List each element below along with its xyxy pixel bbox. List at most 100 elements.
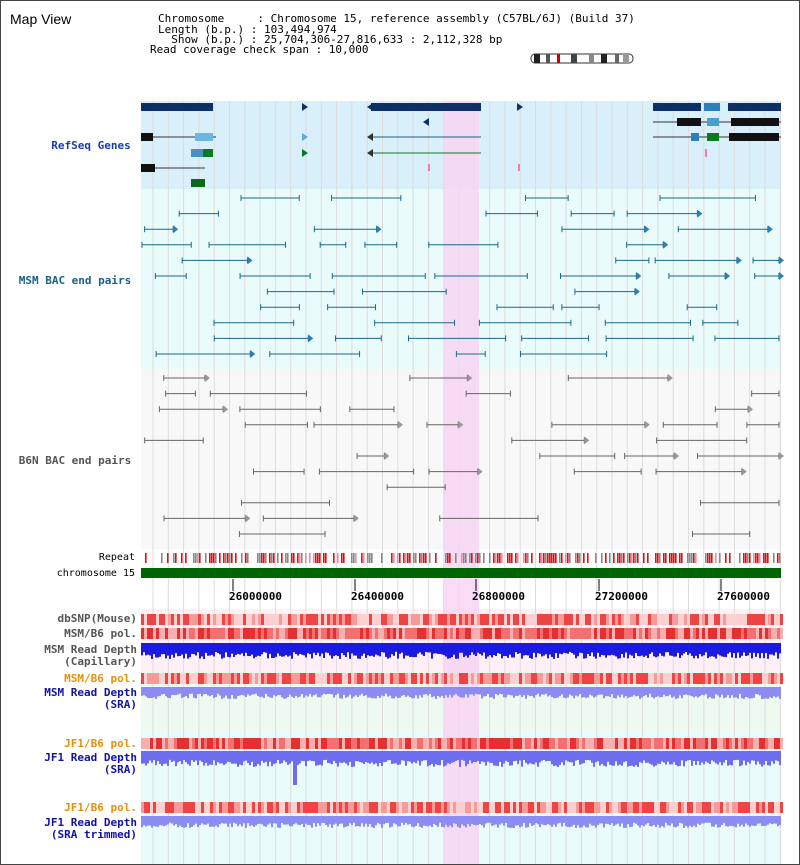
- depth-bar: [371, 643, 373, 656]
- heat-cell: [534, 673, 537, 684]
- depth-bar: [505, 816, 507, 823]
- depth-bar: [165, 816, 167, 826]
- heat-cell: [369, 614, 372, 625]
- depth-bar: [711, 643, 713, 657]
- heat-cell: [147, 802, 150, 813]
- depth-bar: [649, 687, 651, 694]
- depth-bar: [559, 643, 561, 654]
- depth-bar: [713, 816, 715, 827]
- depth-bar: [281, 643, 283, 657]
- heat-cell: [297, 614, 300, 625]
- depth-bar: [219, 687, 221, 696]
- depth-bar: [445, 643, 447, 657]
- heat-cell: [504, 673, 507, 684]
- heat-cell: [465, 614, 468, 625]
- heat-cell: [249, 628, 252, 639]
- depth-bar: [691, 751, 693, 766]
- depth-bar: [775, 643, 777, 653]
- depth-bar: [457, 687, 459, 696]
- heat-cell: [393, 802, 396, 813]
- refseq-genes-label: RefSeq Genes: [51, 139, 131, 152]
- bac-arrow: [644, 225, 650, 234]
- heat-cell: [588, 802, 591, 813]
- heat-cell: [480, 628, 483, 639]
- heat-cell: [540, 614, 543, 625]
- heat-cell: [264, 614, 267, 625]
- depth-bar: [639, 751, 641, 763]
- heat-cell: [384, 673, 387, 684]
- depth-bar: [669, 816, 671, 826]
- depth-bar: [161, 751, 163, 766]
- depth-bar: [317, 751, 319, 766]
- depth-bar: [747, 816, 749, 826]
- depth-bar: [519, 751, 521, 761]
- depth-bar: [387, 643, 389, 659]
- repeat-mark: [263, 553, 265, 563]
- depth-bar: [665, 816, 667, 823]
- depth-bar: [531, 643, 533, 659]
- heat-cell: [423, 802, 426, 813]
- depth-bar: [191, 687, 193, 694]
- heat-cell: [363, 614, 366, 625]
- heat-cell: [369, 673, 372, 684]
- heat-cell: [681, 628, 684, 639]
- depth-bar: [225, 643, 227, 653]
- depth-bar: [565, 751, 567, 761]
- heat-cell: [561, 628, 564, 639]
- depth-bar: [295, 687, 297, 696]
- depth-bar: [227, 816, 229, 827]
- depth-bar: [431, 643, 433, 659]
- depth-bar: [185, 687, 187, 697]
- heat-cell: [246, 673, 249, 684]
- heat-cell: [612, 738, 615, 749]
- heat-cell: [309, 738, 312, 749]
- depth-bar: [265, 751, 267, 762]
- heat-cell: [744, 614, 747, 625]
- heat-cell: [294, 628, 297, 639]
- repeat-mark: [613, 553, 615, 563]
- heat-cell: [774, 802, 777, 813]
- heat-cell: [546, 802, 549, 813]
- depth-bar: [531, 751, 533, 764]
- depth-bar: [223, 751, 225, 766]
- depth-bar: [307, 751, 309, 761]
- heat-cell: [564, 802, 567, 813]
- depth-bar: [745, 751, 747, 766]
- depth-bar: [769, 816, 771, 824]
- depth-bar: [411, 816, 413, 827]
- heat-cell: [582, 738, 585, 749]
- depth-bar: [417, 751, 419, 761]
- depth-bar: [487, 643, 489, 657]
- depth-bar: [261, 687, 263, 697]
- depth-bar: [739, 816, 741, 827]
- repeat-mark: [489, 553, 491, 563]
- heat-cell: [204, 614, 207, 625]
- depth-bar: [651, 687, 653, 698]
- heat-cell: [486, 614, 489, 625]
- heat-cell: [462, 628, 465, 639]
- depth-bar: [177, 816, 179, 828]
- msm-depth-sra-label: MSM Read Depth (SRA): [44, 686, 137, 711]
- heat-cell: [228, 628, 231, 639]
- heat-cell: [369, 628, 372, 639]
- depth-bar: [623, 643, 625, 658]
- heat-cell: [405, 673, 408, 684]
- depth-bar: [373, 751, 375, 765]
- heat-cell: [168, 673, 171, 684]
- depth-bar: [333, 687, 335, 698]
- depth-bar: [759, 643, 761, 659]
- depth-bar: [595, 816, 597, 828]
- repeat-mark: [353, 553, 355, 563]
- heat-cell: [693, 628, 696, 639]
- repeat-mark: [461, 553, 463, 563]
- repeat-mark: [749, 553, 751, 563]
- depth-bar: [761, 816, 763, 827]
- depth-bar: [323, 687, 325, 694]
- repeat-mark: [369, 553, 371, 563]
- depth-bar: [379, 687, 381, 698]
- depth-bar: [213, 816, 215, 827]
- depth-bar: [269, 687, 271, 698]
- depth-bar: [773, 751, 775, 764]
- heat-cell: [582, 628, 585, 639]
